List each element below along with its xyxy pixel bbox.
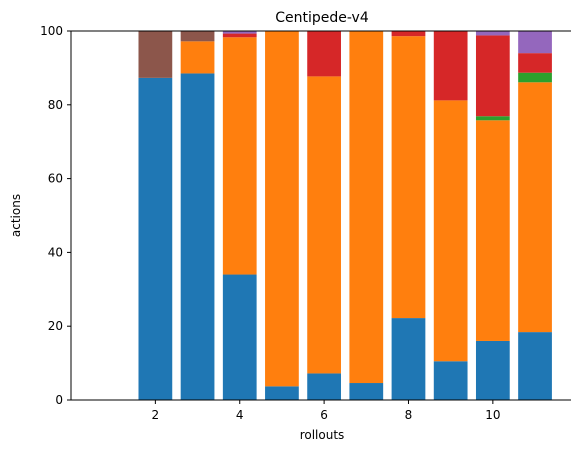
- bar-segment-x7-s1: [349, 31, 384, 384]
- bar-segment-x11-s4: [518, 31, 552, 54]
- bar-segment-x11-s1: [518, 82, 552, 333]
- bar-segment-x10-s3: [475, 35, 510, 117]
- bar-segment-x4-s4: [222, 31, 257, 34]
- bar-segment-x3-s5: [180, 31, 215, 42]
- y-tick-label: 40: [48, 245, 63, 259]
- bar-segment-x11-s3: [518, 53, 552, 73]
- bar-segment-x10-s4: [475, 31, 510, 36]
- bar-segment-x6-s1: [307, 76, 341, 374]
- bar-segment-x7-s0: [349, 383, 384, 400]
- x-tick-label: 8: [405, 408, 413, 422]
- y-tick-label: 100: [40, 24, 63, 38]
- bar-segment-x10-s2: [475, 116, 510, 121]
- bar-segment-x3-s0: [180, 73, 215, 400]
- bar-segment-x8-s3: [391, 31, 426, 37]
- bar-segment-x6-s0: [307, 373, 341, 400]
- y-tick-label: 80: [48, 98, 63, 112]
- bar-segment-x8-s0: [391, 318, 426, 400]
- bar-segment-x6-s3: [307, 31, 341, 77]
- y-axis: 0 20 40 60 80 100: [40, 24, 71, 407]
- x-axis: 2 4 6 8 10: [152, 400, 500, 422]
- x-tick-label: 6: [320, 408, 328, 422]
- bar-segment-x9-s0: [433, 361, 468, 400]
- bar-segment-x4-s3: [222, 33, 257, 38]
- chart-title: Centipede-v4: [275, 10, 369, 26]
- bar-segment-x2-s5: [138, 31, 173, 78]
- y-axis-label: actions: [9, 194, 23, 237]
- bar-segment-x9-s1: [433, 100, 468, 362]
- bar-segment-x11-s0: [518, 332, 552, 400]
- bar-segment-x2-s0: [138, 77, 173, 400]
- bar-segment-x9-s3: [433, 31, 468, 101]
- bar-segment-x5-s0: [265, 386, 299, 400]
- x-axis-label: rollouts: [300, 428, 345, 442]
- x-tick-label: 2: [152, 408, 160, 422]
- plot-frame: [70, 30, 571, 401]
- y-tick-label: 0: [55, 393, 63, 407]
- bar-segment-x5-s1: [265, 31, 299, 387]
- y-tick-label: 60: [48, 172, 63, 186]
- bar-segment-x4-s0: [222, 274, 257, 400]
- y-tick-label: 20: [48, 319, 63, 333]
- x-tick-label: 10: [485, 408, 500, 422]
- bar-segment-x4-s1: [222, 37, 257, 275]
- bar-segment-x10-s1: [475, 120, 510, 341]
- x-tick-label: 4: [236, 408, 244, 422]
- bar-segment-x3-s1: [180, 41, 215, 74]
- bar-segment-x11-s2: [518, 72, 552, 83]
- bar-segment-x10-s0: [475, 340, 510, 400]
- bars-layer: [138, 31, 552, 400]
- bar-segment-x8-s1: [391, 36, 426, 319]
